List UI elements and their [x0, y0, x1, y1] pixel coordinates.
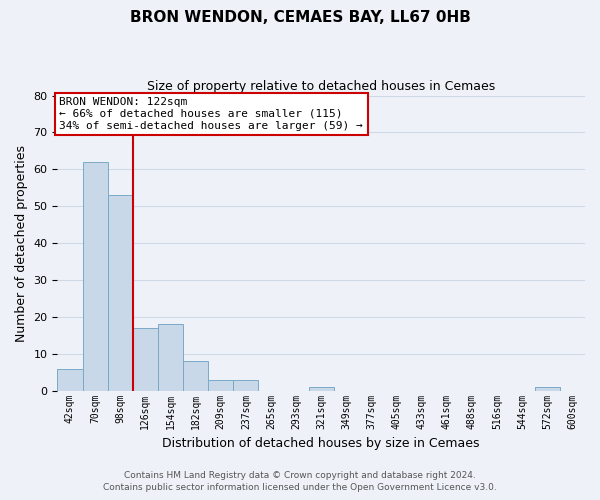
Bar [535, 387, 560, 390]
X-axis label: Distribution of detached houses by size in Cemaes: Distribution of detached houses by size … [163, 437, 480, 450]
Text: BRON WENDON: 122sqm
← 66% of detached houses are smaller (115)
34% of semi-detac: BRON WENDON: 122sqm ← 66% of detached ho… [59, 98, 363, 130]
Bar [233, 380, 259, 390]
Text: BRON WENDON, CEMAES BAY, LL67 0HB: BRON WENDON, CEMAES BAY, LL67 0HB [130, 10, 470, 25]
Bar [133, 328, 158, 390]
Text: Contains HM Land Registry data © Crown copyright and database right 2024.
Contai: Contains HM Land Registry data © Crown c… [103, 471, 497, 492]
Bar [83, 162, 107, 390]
Bar [107, 195, 133, 390]
Bar [208, 380, 233, 390]
Title: Size of property relative to detached houses in Cemaes: Size of property relative to detached ho… [147, 80, 496, 93]
Bar [183, 361, 208, 390]
Bar [58, 368, 83, 390]
Y-axis label: Number of detached properties: Number of detached properties [15, 144, 28, 342]
Bar [308, 387, 334, 390]
Bar [158, 324, 183, 390]
